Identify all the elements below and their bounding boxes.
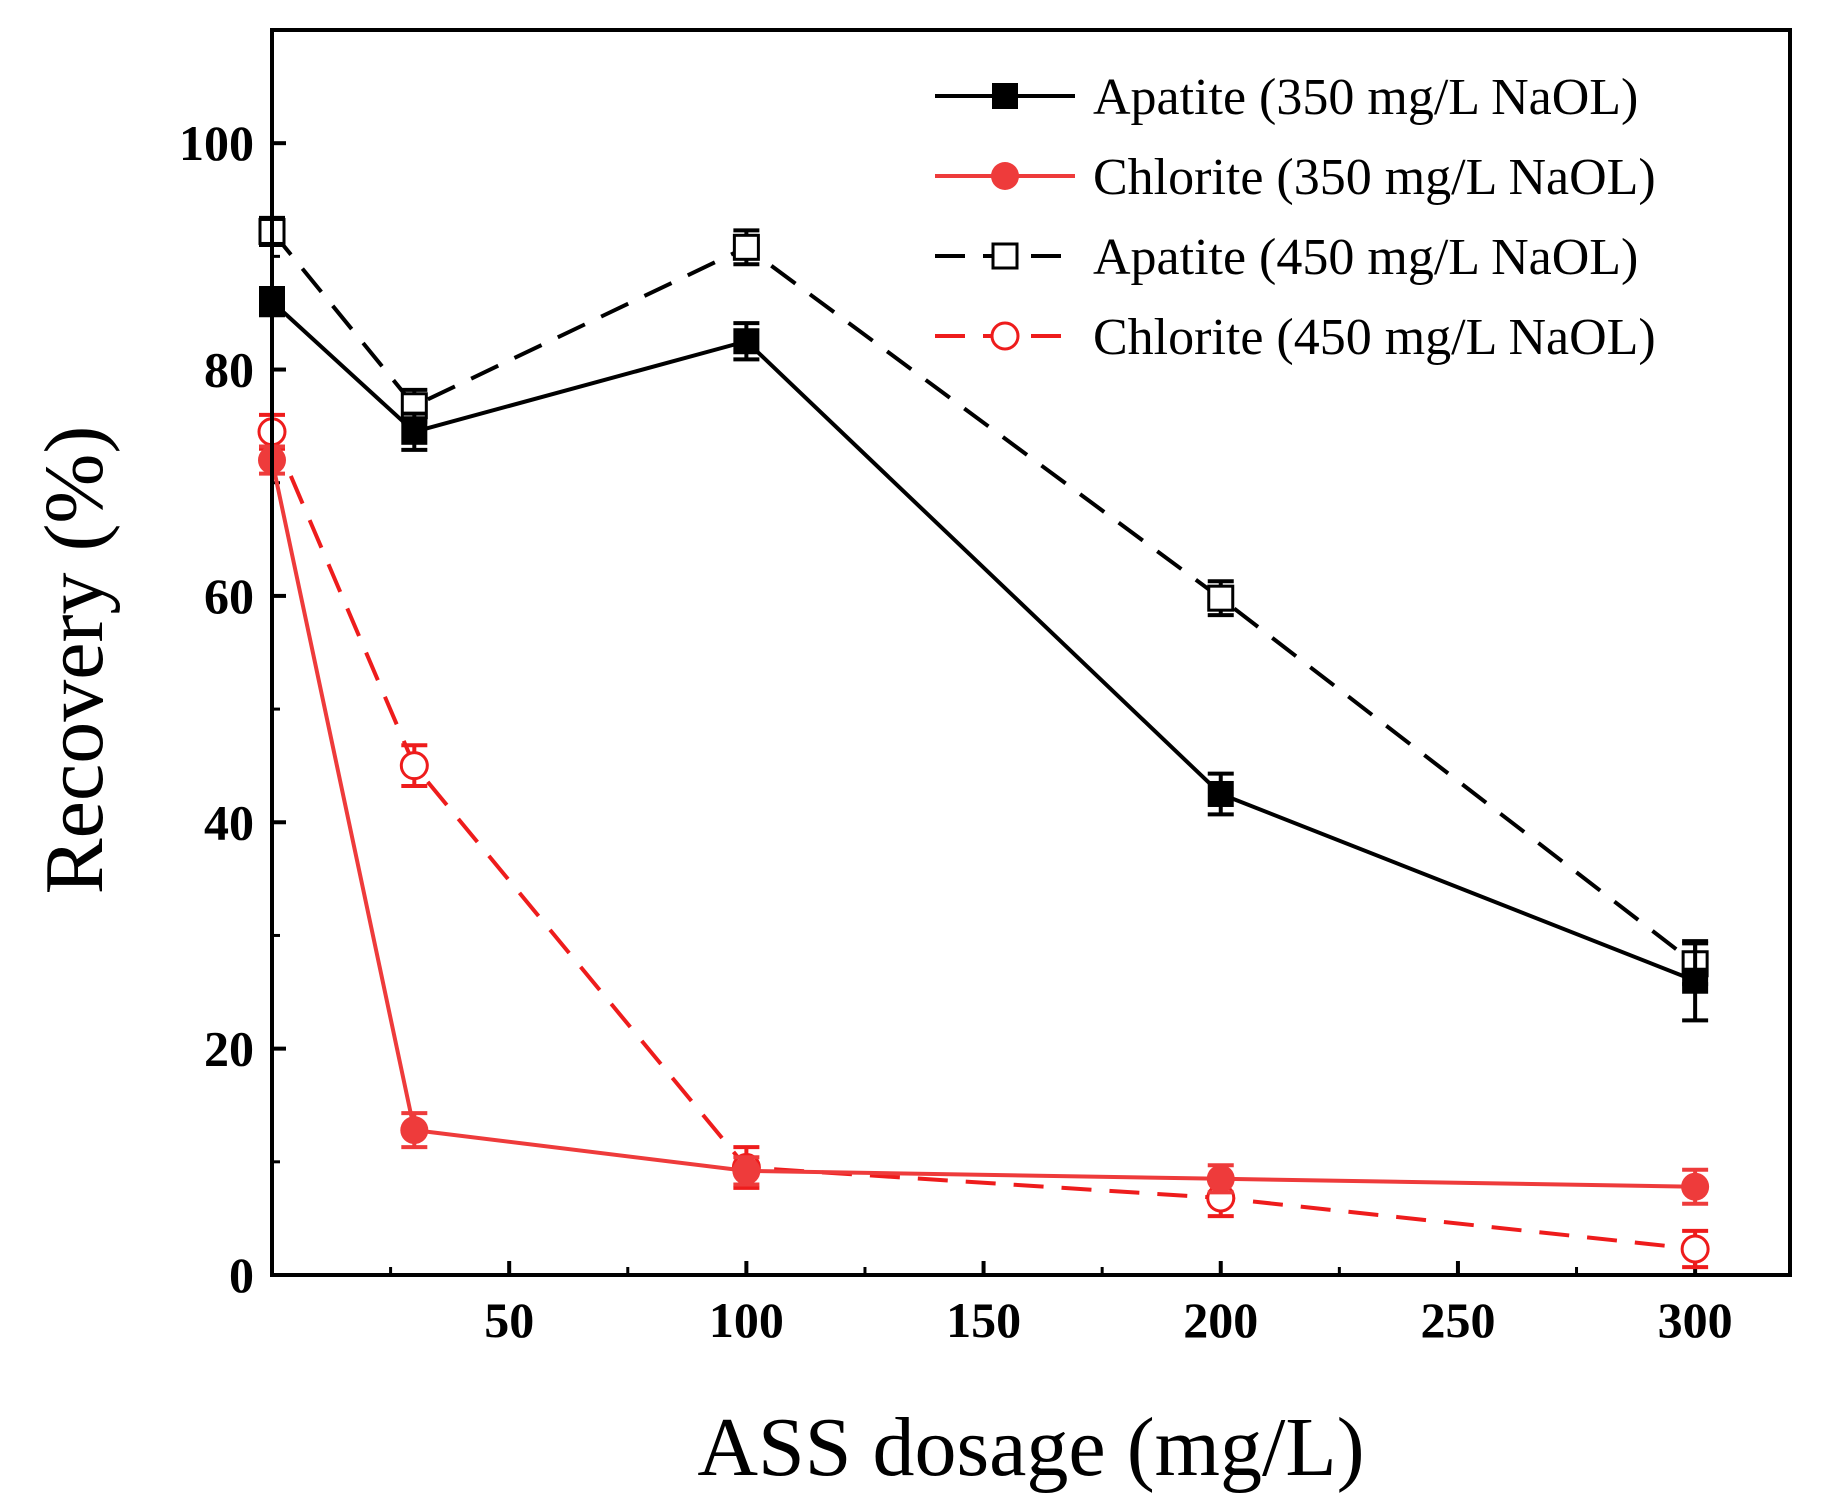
y-tick-label: 40 (204, 794, 254, 850)
legend-label: Chlorite (350 mg/L NaOL) (1093, 149, 1656, 206)
legend-marker (990, 321, 1020, 351)
x-tick-label: 250 (1420, 1292, 1495, 1348)
series-line (270, 431, 1696, 1251)
legend-marker (991, 162, 1019, 190)
legend-marker (992, 83, 1018, 109)
series-layer (257, 215, 1710, 1270)
legend-label: Apatite (350 mg/L NaOL) (1093, 69, 1638, 126)
legend-label: Chlorite (450 mg/L NaOL) (1093, 309, 1656, 366)
y-tick-label: 0 (229, 1247, 254, 1303)
legend: Apatite (350 mg/L NaOL) Chlorite (350 mg/… (935, 69, 1656, 366)
data-point (732, 1156, 761, 1185)
y-axis-title: Recovery (%) (28, 426, 121, 895)
y-tick-label: 60 (204, 568, 254, 624)
plot-frame (270, 28, 1792, 1277)
data-point (1207, 780, 1234, 807)
x-tick-label: 100 (709, 1292, 784, 1348)
data-point (1682, 967, 1709, 994)
data-point (1207, 584, 1235, 612)
x-tick-label: 200 (1183, 1292, 1258, 1348)
data-point (1681, 1172, 1710, 1201)
x-tick-label: 50 (484, 1292, 534, 1348)
data-point (401, 418, 428, 445)
legend-entry: Chlorite (450 mg/L NaOL) (935, 309, 1656, 366)
x-axis-title: ASS dosage (mg/L) (697, 1401, 1364, 1494)
series-1 (258, 444, 1710, 1206)
legend-label: Apatite (450 mg/L NaOL) (1093, 229, 1638, 286)
data-point (1680, 1234, 1710, 1264)
data-point (733, 328, 760, 355)
data-point (732, 233, 760, 261)
legend-entry: Chlorite (350 mg/L NaOL) (935, 149, 1656, 206)
x-tick-label: 300 (1658, 1292, 1733, 1348)
x-axis-ticks: 50 100 150 200 250 300 (389, 1261, 1733, 1348)
y-tick-label: 20 (204, 1021, 254, 1077)
legend-entry: Apatite (350 mg/L NaOL) (935, 69, 1638, 126)
x-tick-label: 150 (946, 1292, 1021, 1348)
legend-entry: Apatite (450 mg/L NaOL) (935, 229, 1638, 286)
y-tick-label: 80 (204, 342, 254, 398)
series-0 (259, 286, 1709, 1023)
data-point (1206, 1164, 1235, 1193)
data-point (400, 1116, 429, 1145)
legend-marker (991, 242, 1019, 270)
series-line (270, 300, 1696, 983)
data-point (399, 751, 429, 781)
y-tick-label: 100 (179, 115, 254, 171)
y-axis-ticks: 0 20 40 60 80 100 (179, 28, 286, 1303)
